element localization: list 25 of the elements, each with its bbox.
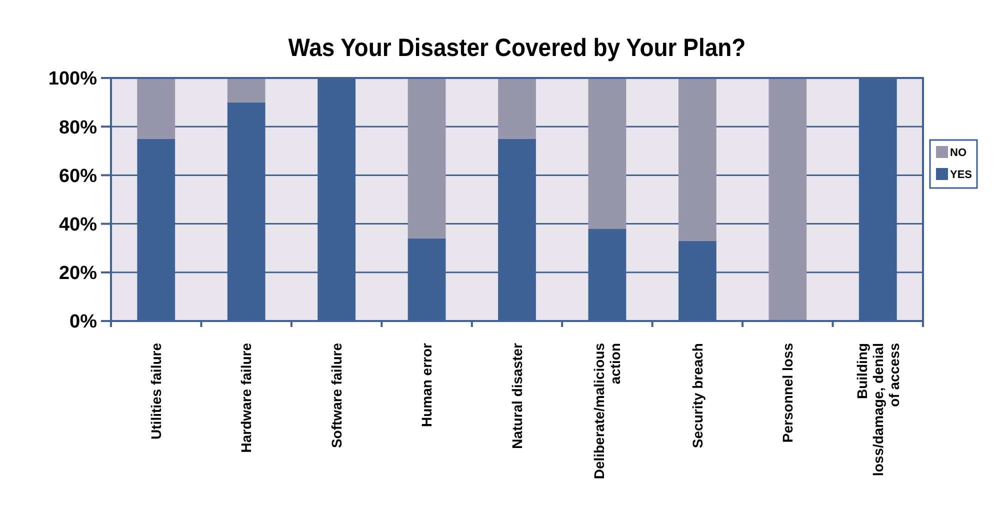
bar xyxy=(137,78,176,139)
legend-label: NO xyxy=(950,146,967,159)
y-tick-label: 40% xyxy=(58,214,98,236)
x-tick-label: Software failure xyxy=(328,342,344,448)
y-tick-label: 100% xyxy=(48,68,98,90)
y-tick-label: 0% xyxy=(70,312,98,333)
x-tick-label: Hardware failure xyxy=(238,342,254,453)
chart-title: Was Your Disaster Covered by Your Plan? xyxy=(288,34,746,62)
y-tick-label: 80% xyxy=(58,117,98,138)
x-tick-label: Utilities failure xyxy=(148,342,164,440)
y-tick-label: 20% xyxy=(58,263,98,284)
bar xyxy=(498,78,536,139)
x-tick-label: Deliberate/malicious action xyxy=(591,342,624,480)
x-tick-label: Human error xyxy=(418,342,435,428)
bar xyxy=(408,78,446,238)
bar xyxy=(227,78,266,102)
x-tick-label: Security breach xyxy=(689,343,706,448)
x-tick-label: Personnel loss xyxy=(780,342,796,443)
legend-label: YES xyxy=(950,168,972,181)
x-tick-label: Natural disaster xyxy=(508,342,525,449)
x-tick-label: Building loss/damage, denial of access xyxy=(854,342,902,476)
bar xyxy=(678,78,716,241)
y-tick-label: 60% xyxy=(58,166,98,187)
bar xyxy=(768,78,807,321)
bar xyxy=(588,78,626,229)
